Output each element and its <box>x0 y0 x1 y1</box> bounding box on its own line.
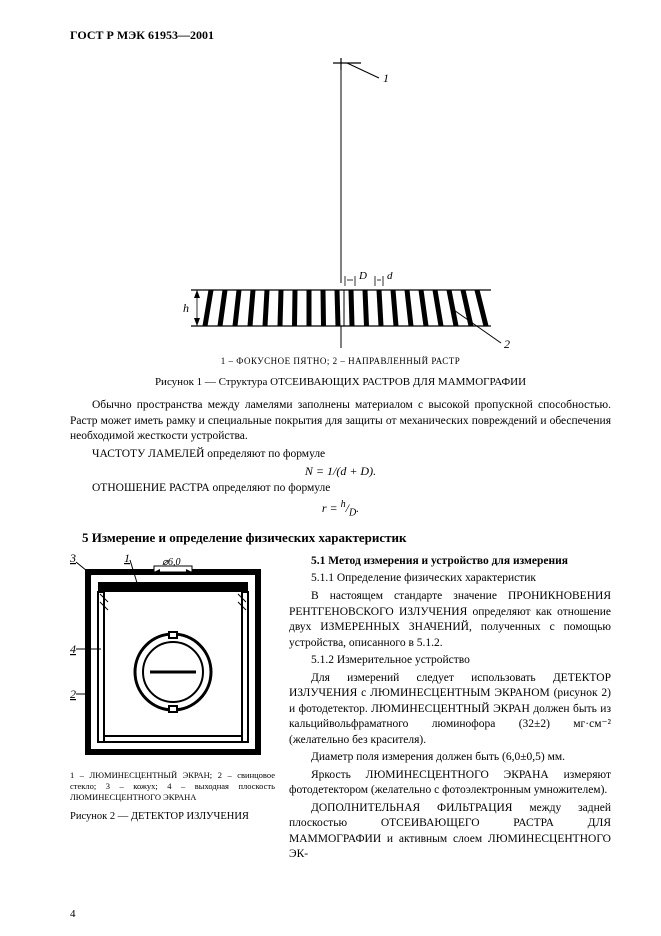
fig1-label-h: h <box>183 301 189 315</box>
figure-2-legend: 1 – ЛЮМИНЕСЦЕНТНЫЙ ЭКРАН; 2 – свинцовое … <box>70 770 275 803</box>
doc-header: ГОСТ Р МЭК 61953—2001 <box>70 28 611 43</box>
fig1-label-1: 1 <box>383 71 389 85</box>
figure-1-diagram: 1 D d <box>70 53 611 348</box>
section-5-heading: 5 Измерение и определение физических хар… <box>82 530 611 546</box>
heading-5-1-1: 5.1.1 Определение физических характерист… <box>289 571 611 587</box>
heading-5-1-2: 5.1.2 Измерительное устройство <box>289 653 611 669</box>
paragraph-2: ЧАСТОТУ ЛАМЕЛЕЙ определяют по формуле <box>70 447 611 463</box>
fig1-label-2: 2 <box>504 337 510 348</box>
fig2-num-1: 1 <box>124 554 130 565</box>
figure-1-legend: 1 – ФОКУСНОЕ ПЯТНО; 2 – НАПРАВЛЕННЫЙ РАС… <box>70 356 611 366</box>
fig1-label-d-small: d <box>387 270 393 282</box>
fig2-num-3: 3 <box>70 554 76 565</box>
heading-5-1: 5.1 Метод измерения и устройство для изм… <box>311 555 568 567</box>
paragraph-5-1-2a: Для измерений следует использовать ДЕТЕК… <box>289 671 611 749</box>
page-number: 4 <box>70 908 76 920</box>
paragraph-5-1-2c: Яркость ЛЮМИНЕСЦЕНТНОГО ЭКРАНА измеряют … <box>289 768 611 799</box>
paragraph-5-1-2d: ДОПОЛНИТЕЛЬНАЯ ФИЛЬТРАЦИЯ между задней п… <box>289 801 611 863</box>
fig2-diameter-label: ⌀6,0 <box>162 557 181 568</box>
figure-2-caption: Рисунок 2 — ДЕТЕКТОР ИЗЛУЧЕНИЯ <box>70 811 275 822</box>
fig2-num-2: 2 <box>70 687 76 701</box>
paragraph-1: Обычно пространства между ламелями запол… <box>70 398 611 445</box>
paragraph-5-1-1: В настоящем стандарте значение ПРОНИКНОВ… <box>289 589 611 651</box>
fig1-label-D-up: D <box>358 270 367 282</box>
figure-1-caption: Рисунок 1 — Структура ОТСЕИВАЮЩИХ РАСТРО… <box>70 376 611 388</box>
figure-2-diagram: ⌀6,0 3 1 <box>70 554 275 764</box>
formula-1: N = 1/(d + D). <box>70 464 611 479</box>
formula-2: r = h/D. <box>70 499 611 518</box>
paragraph-3: ОТНОШЕНИЕ РАСТРА определяют по формуле <box>70 481 611 497</box>
fig2-num-4: 4 <box>70 642 76 656</box>
paragraph-5-1-2b: Диаметр поля измерения должен быть (6,0±… <box>289 750 611 766</box>
